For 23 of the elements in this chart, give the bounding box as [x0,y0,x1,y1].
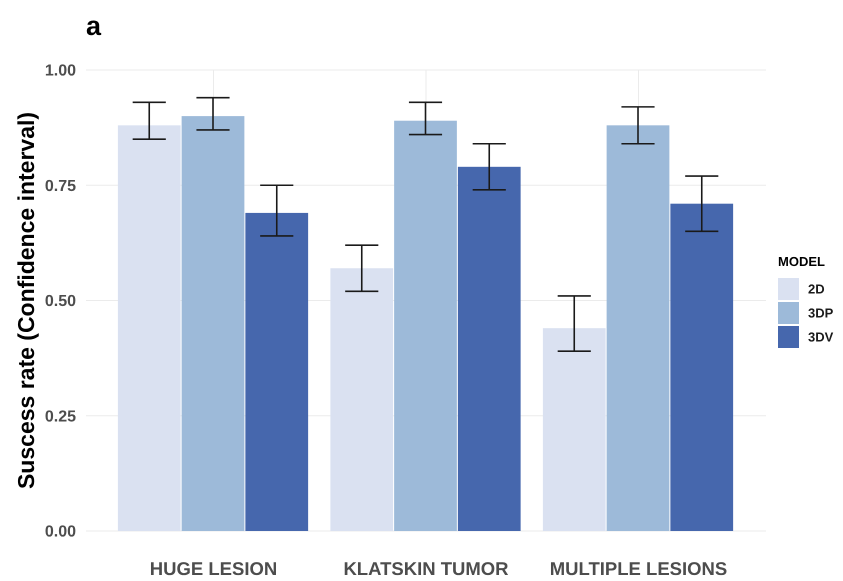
legend-title: MODEL [778,254,825,269]
y-tick-label: 0.50 [44,293,76,310]
bar [458,166,521,531]
bar [330,268,394,531]
bar [542,328,606,531]
bar [245,212,308,531]
x-tick-label: HUGE LESION [150,558,278,579]
y-axis-title: Suscess rate (Confidence interval) [13,112,39,490]
y-tick-label: 0.00 [44,524,76,541]
legend-label: 2D [808,282,825,297]
bar [394,120,457,531]
bar [182,116,244,531]
bar [670,204,734,531]
y-tick-label: 0.25 [44,408,76,426]
chart-title: a [86,11,102,41]
y-tick-label: 0.75 [44,178,76,195]
x-tick-label: MULTIPLE LESIONS [550,558,728,579]
y-tick-label: 1.00 [44,62,76,80]
bar [606,125,670,531]
legend-label: 3DP [808,306,834,321]
legend-label: 3DV [808,330,834,345]
bar [118,125,181,531]
x-tick-label: KLATSKIN TUMOR [343,558,509,579]
